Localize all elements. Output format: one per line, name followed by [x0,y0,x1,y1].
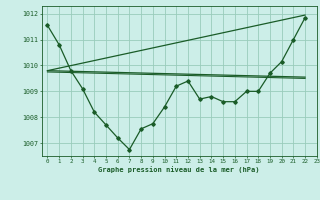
X-axis label: Graphe pression niveau de la mer (hPa): Graphe pression niveau de la mer (hPa) [99,166,260,173]
